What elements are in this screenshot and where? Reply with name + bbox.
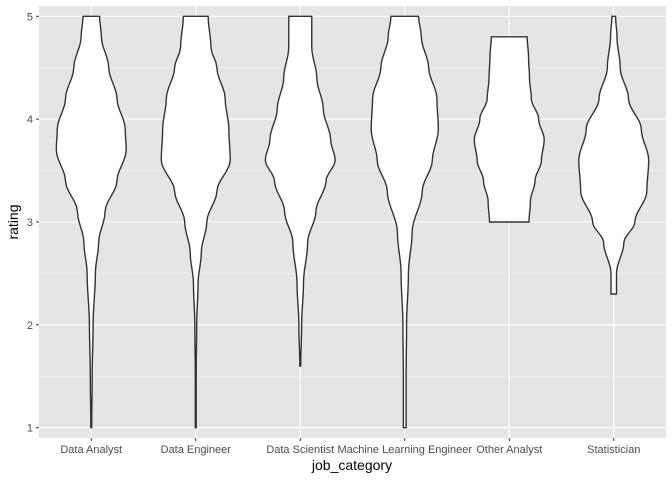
x-tick-label: Statistician bbox=[587, 444, 640, 456]
violin-other-analyst bbox=[473, 36, 545, 223]
y-tick-label: 2 bbox=[27, 320, 33, 332]
x-tick-label: Data Engineer bbox=[161, 444, 232, 456]
violins bbox=[55, 15, 650, 429]
x-tick-label: Data Scientist bbox=[266, 444, 334, 456]
x-axis: Data Analyst Data Engineer Data Scientist M… bbox=[60, 438, 640, 456]
y-tick-label: 1 bbox=[27, 423, 33, 435]
y-tick-label: 3 bbox=[27, 217, 33, 229]
violin-data-analyst bbox=[55, 15, 127, 429]
x-tick-label: Data Analyst bbox=[60, 444, 122, 456]
x-tick-label: Machine Learning Engineer bbox=[337, 444, 472, 456]
violin-data-engineer bbox=[160, 15, 231, 429]
x-axis-title: job_category bbox=[311, 457, 392, 473]
violin-machine-learning-engineer bbox=[370, 15, 440, 429]
violin-data-scientist bbox=[264, 15, 336, 367]
violin-statistician bbox=[578, 15, 650, 295]
y-axis-title: rating bbox=[5, 204, 21, 239]
y-tick-label: 5 bbox=[27, 11, 33, 23]
y-tick-label: 4 bbox=[27, 114, 33, 126]
x-tick-label: Other Analyst bbox=[476, 444, 542, 456]
y-axis: 1 2 3 4 5 bbox=[27, 11, 39, 435]
